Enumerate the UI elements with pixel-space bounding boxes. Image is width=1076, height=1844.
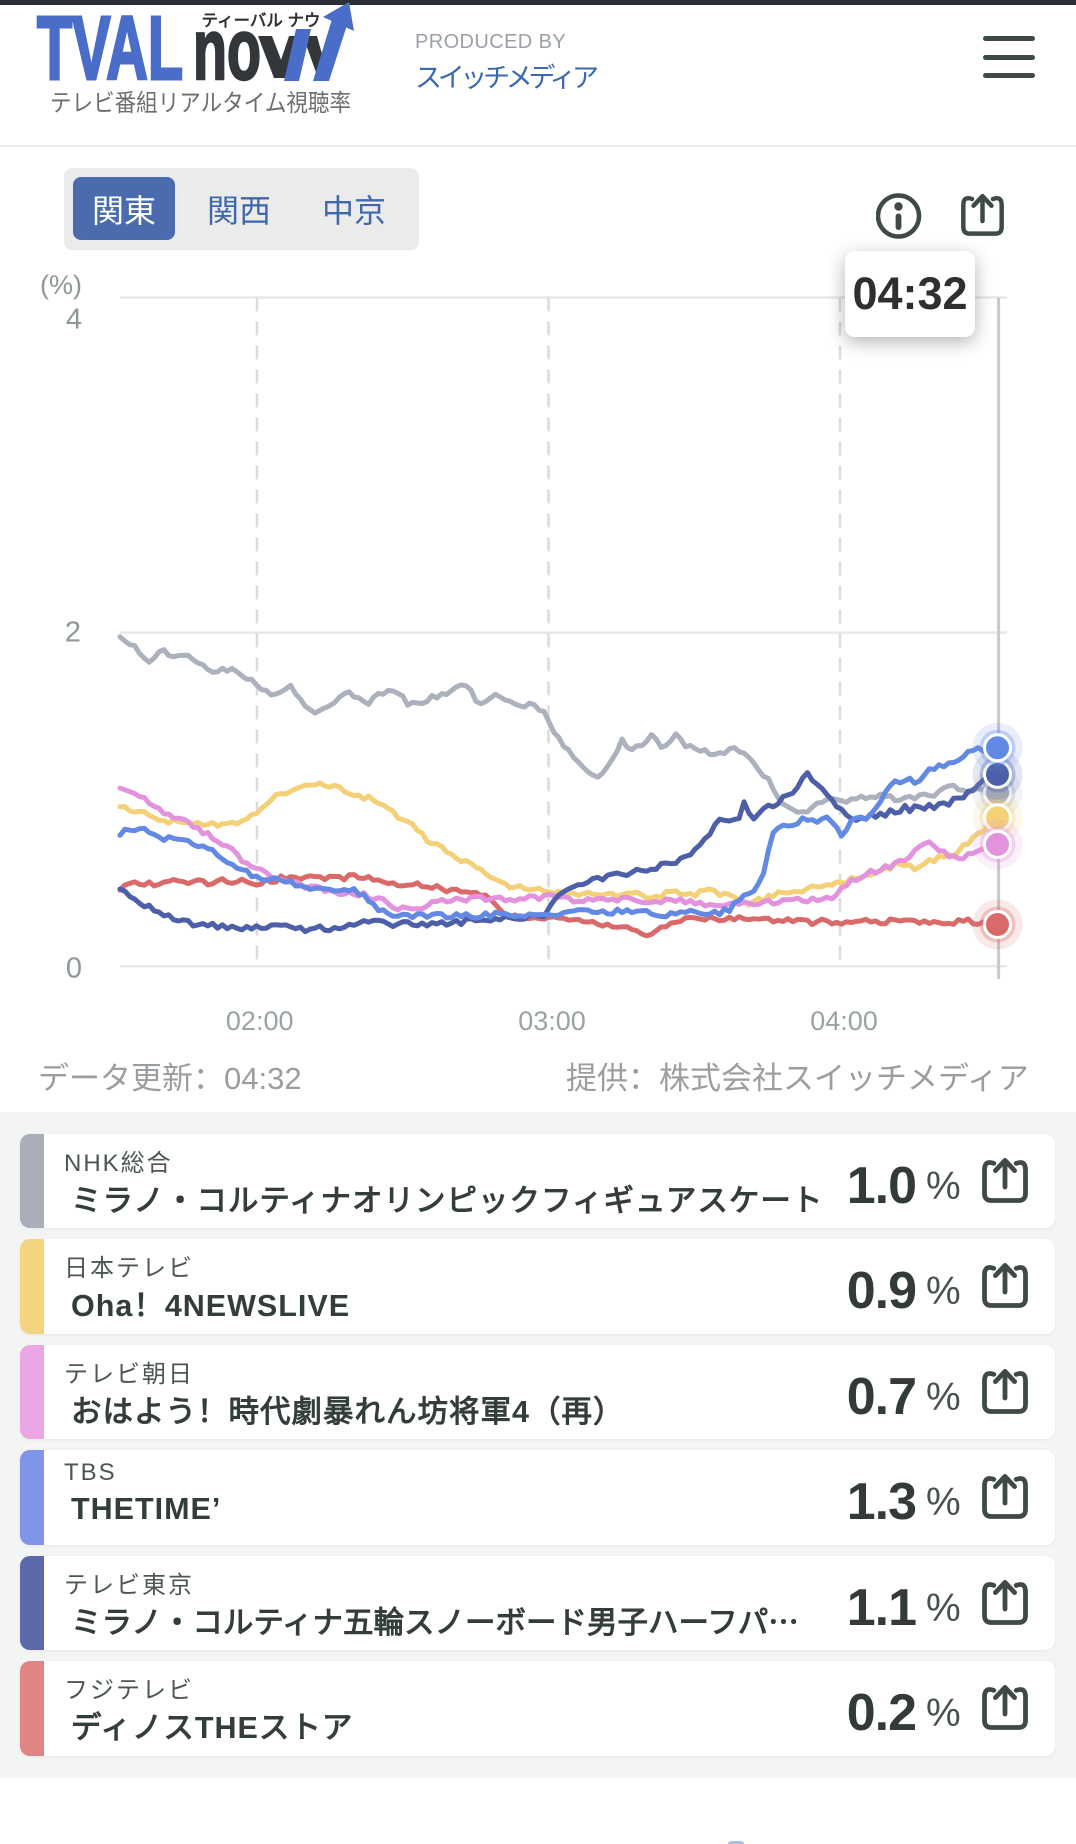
svg-text:TVAL: TVAL — [37, 0, 183, 99]
svg-text:04:00: 04:00 — [810, 1006, 878, 1036]
svg-text:03:00: 03:00 — [518, 1006, 586, 1036]
svg-text:(%): (%) — [40, 270, 82, 300]
svg-text:ティーバル ナウ: ティーバル ナウ — [202, 11, 321, 30]
svg-text:02:00: 02:00 — [226, 1006, 294, 1036]
svg-text:4: 4 — [66, 304, 82, 336]
svg-text:2: 2 — [65, 617, 81, 649]
svg-text:no: no — [193, 2, 261, 98]
svg-text:0: 0 — [66, 953, 82, 985]
svg-text:テレビ番組リアルタイム視聴率: テレビ番組リアルタイム視聴率 — [50, 90, 351, 117]
